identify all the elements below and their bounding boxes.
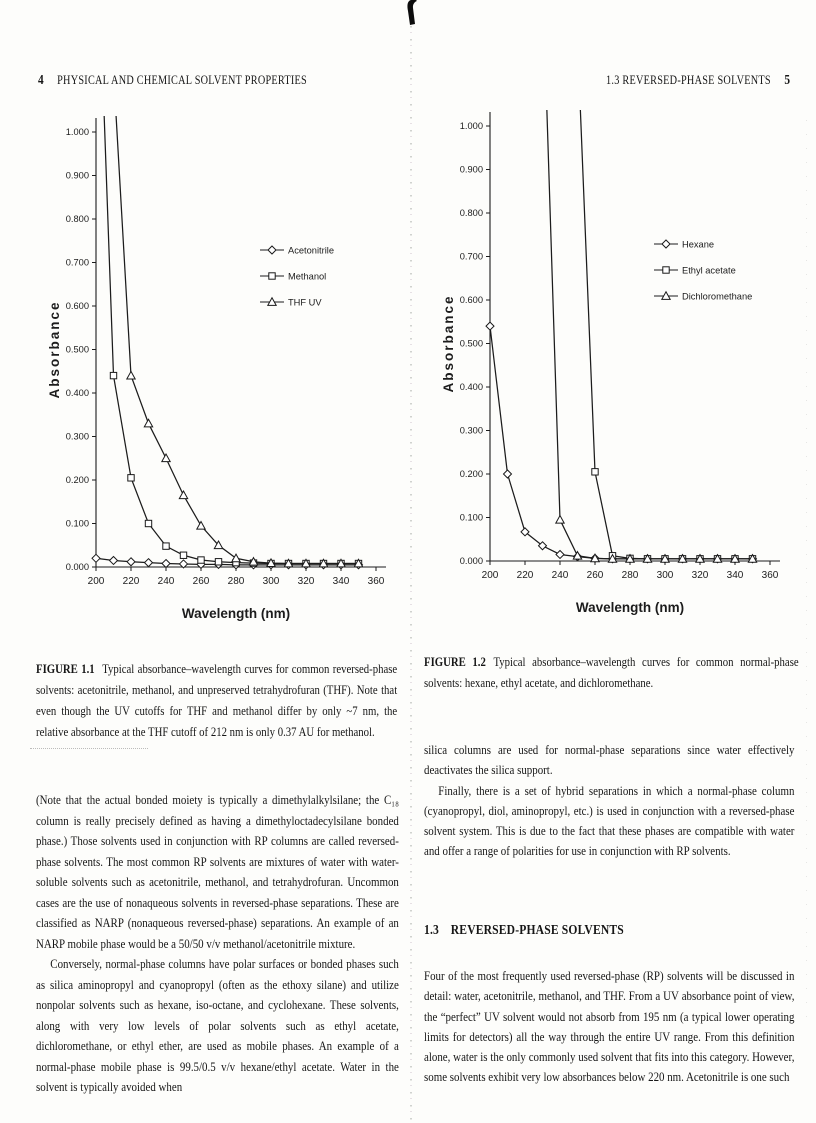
right-edge-scan-noise (806, 120, 807, 1020)
x-tick-label: 300 (263, 576, 280, 587)
series-line-triangle (115, 116, 359, 565)
figure-1-2-caption-text: Typical absorbance–wavelength curves for… (424, 655, 799, 690)
y-tick-label: 0.800 (460, 208, 483, 218)
y-tick-label: 0.700 (460, 252, 483, 262)
y-tick-label: 0.400 (460, 382, 483, 392)
paragraph: Finally, there is a set of hybrid separa… (424, 782, 795, 859)
legend-label: Hexane (682, 239, 714, 249)
series-line-diamond (489, 326, 753, 560)
y-tick-label: 0.500 (66, 345, 89, 355)
figure-1-2-label: FIGURE 1.2 (424, 655, 486, 669)
x-tick-label: 220 (517, 570, 534, 581)
y-tick-label: 0.600 (460, 295, 483, 305)
scan-ink-mark (407, 0, 417, 25)
figure-1-1-absorbance-chart: 0.000 0.100 0.200 0.300 0.400 0.500 0.600 0.700… (46, 112, 402, 633)
y-tick-label: 0.700 (66, 258, 89, 268)
y-tick-label: 0.200 (66, 475, 89, 485)
legend-label: Methanol (288, 271, 326, 281)
y-tick-label: 1.000 (66, 127, 89, 137)
section-heading-1-3: 1.3 REVERSED-PHASE SOLVENTS (424, 922, 624, 938)
paragraph: Conversely, normal-phase columns have po… (36, 956, 399, 1094)
series-line-square (103, 116, 359, 565)
y-tick-label: 0.900 (66, 171, 89, 181)
x-tick-label: 360 (368, 576, 385, 587)
x-tick-label: 280 (622, 570, 639, 581)
y-tick-label: 0.300 (460, 426, 483, 436)
x-tick-label: 280 (228, 576, 245, 587)
figure-1-1-caption-text: Typical absorbance–wavelength curves for… (36, 662, 398, 739)
series-line-triangle (546, 110, 753, 560)
paragraph: silica columns are used for normal-phase… (424, 742, 795, 778)
x-tick-label: 200 (482, 570, 499, 581)
left-page-body-text: (Note that the actual bonded moiety is t… (36, 790, 399, 1098)
section-title: REVERSED-PHASE SOLVENTS (450, 922, 624, 937)
y-tick-label: 0.000 (66, 562, 89, 572)
y-tick-label: 0.300 (66, 432, 89, 442)
y-tick-label: 0.600 (66, 301, 89, 311)
y-tick-label: 0.800 (66, 214, 89, 224)
paragraph: Four of the most frequently used reverse… (424, 968, 795, 1085)
x-tick-label: 220 (123, 576, 140, 587)
x-tick-label: 340 (727, 570, 744, 581)
right-running-head: 1.3 REVERSED-PHASE SOLVENTS 5 (606, 72, 790, 88)
y-tick-label: 0.400 (66, 388, 89, 398)
chart-canvas: 0.000 0.100 0.200 0.300 0.400 0.500 0.600 0.700… (47, 116, 386, 621)
x-tick-label: 200 (88, 576, 105, 587)
section-number: 1.3 (424, 922, 440, 937)
figure-1-2-absorbance-chart: 0.000 0.100 0.200 0.300 0.400 0.500 0.600 0.700… (440, 106, 796, 627)
paragraph: (Note that the actual bonded moiety is t… (36, 792, 399, 951)
figure-1-1-label: FIGURE 1.1 (36, 662, 95, 676)
right-page-body-text-bottom: Four of the most frequently used reverse… (424, 966, 794, 1088)
legend-label: Ethyl acetate (682, 265, 736, 275)
page-gutter-scan-noise (410, 0, 412, 1123)
x-tick-label: 360 (762, 570, 779, 581)
x-tick-label: 240 (552, 570, 569, 581)
y-tick-label: 0.000 (460, 556, 483, 566)
figure-1-1-caption: FIGURE 1.1 Typical absorbance–wavelength … (36, 659, 397, 743)
chart-canvas: 0.000 0.100 0.200 0.300 0.400 0.500 0.600 0.700… (441, 110, 780, 615)
x-tick-label: 260 (193, 576, 210, 587)
left-page-number: 4 (38, 72, 44, 87)
wavelength-axis-label: Wavelength (nm) (576, 600, 684, 615)
absorbance-axis-label: Absorbance (47, 300, 62, 398)
x-tick-label: 320 (692, 570, 709, 581)
right-running-head-title: 1.3 REVERSED-PHASE SOLVENTS (606, 73, 771, 87)
scan-noise-line (30, 748, 148, 749)
y-tick-label: 0.900 (460, 165, 483, 175)
x-tick-label: 320 (298, 576, 315, 587)
legend-label: Dichloromethane (682, 291, 752, 301)
right-page-number: 5 (784, 72, 790, 87)
y-tick-label: 0.200 (460, 469, 483, 479)
y-tick-label: 0.500 (460, 339, 483, 349)
x-tick-label: 260 (587, 570, 604, 581)
x-tick-label: 340 (333, 576, 350, 587)
right-page-body-text-top: silica columns are used for normal-phase… (424, 740, 794, 862)
legend-label: THF UV (288, 297, 322, 307)
y-tick-label: 0.100 (460, 513, 483, 523)
series-line-square (579, 110, 753, 560)
left-running-head-title: PHYSICAL AND CHEMICAL SOLVENT PROPERTIES (57, 73, 307, 87)
legend-label: Acetonitrile (288, 245, 334, 255)
x-tick-label: 300 (657, 570, 674, 581)
left-running-head: 4 PHYSICAL AND CHEMICAL SOLVENT PROPERTIE… (38, 72, 307, 88)
y-tick-label: 1.000 (460, 121, 483, 131)
wavelength-axis-label: Wavelength (nm) (182, 606, 290, 621)
y-tick-label: 0.100 (66, 519, 89, 529)
x-tick-label: 240 (158, 576, 175, 587)
figure-1-2-caption: FIGURE 1.2 Typical absorbance–wavelength … (424, 652, 799, 694)
absorbance-axis-label: Absorbance (441, 294, 456, 392)
series-line-diamond (95, 557, 359, 566)
